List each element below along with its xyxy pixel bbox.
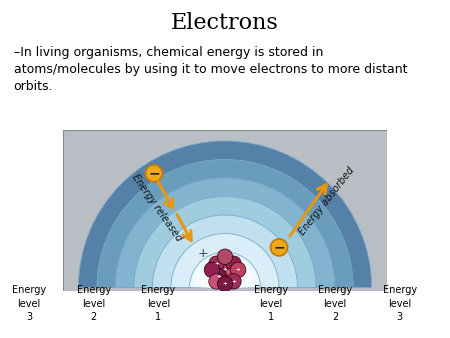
Text: Energy: Energy (141, 285, 176, 295)
Circle shape (224, 268, 239, 284)
Circle shape (217, 276, 233, 291)
Text: Energy: Energy (318, 285, 352, 295)
Text: +: + (198, 247, 209, 260)
Text: level: level (324, 299, 347, 309)
Text: 3: 3 (26, 312, 32, 322)
Text: level: level (388, 299, 411, 309)
Circle shape (209, 256, 224, 271)
Text: 2: 2 (90, 312, 97, 322)
Circle shape (209, 274, 224, 289)
Text: level: level (259, 299, 283, 309)
Text: +: + (223, 267, 227, 272)
Circle shape (211, 268, 226, 284)
Wedge shape (171, 234, 279, 288)
Wedge shape (115, 178, 335, 288)
Text: +: + (223, 281, 227, 286)
Text: +: + (214, 261, 219, 266)
Circle shape (226, 256, 241, 271)
Circle shape (204, 262, 220, 277)
Text: 1: 1 (268, 312, 274, 322)
Wedge shape (208, 271, 242, 288)
Wedge shape (78, 141, 372, 288)
Text: Energy absorbed: Energy absorbed (297, 165, 356, 237)
Text: level: level (18, 299, 41, 309)
Circle shape (145, 165, 162, 182)
Wedge shape (134, 196, 316, 288)
Wedge shape (153, 215, 297, 288)
Circle shape (217, 249, 233, 264)
Text: +: + (216, 273, 221, 279)
Text: Energy: Energy (12, 285, 46, 295)
Text: level: level (147, 299, 170, 309)
Circle shape (217, 262, 233, 277)
Wedge shape (205, 267, 245, 288)
Text: 2: 2 (332, 312, 338, 322)
Circle shape (230, 262, 246, 277)
Text: 1: 1 (155, 312, 162, 322)
Text: Electrons: Electrons (171, 12, 279, 34)
Text: level: level (82, 299, 105, 309)
Text: +: + (231, 279, 236, 284)
Text: −: − (148, 166, 160, 180)
Circle shape (270, 239, 288, 256)
Wedge shape (194, 257, 256, 288)
Text: Energy: Energy (76, 285, 111, 295)
Text: Energy: Energy (254, 285, 288, 295)
Text: 3: 3 (396, 312, 403, 322)
Text: −: − (273, 240, 285, 255)
Circle shape (226, 274, 241, 289)
Text: –In living organisms, chemical energy is stored in
atoms/molecules by using it t: –In living organisms, chemical energy is… (14, 46, 407, 93)
Text: Energy released: Energy released (130, 172, 184, 243)
Wedge shape (202, 264, 248, 288)
Text: Energy: Energy (382, 285, 417, 295)
Wedge shape (97, 160, 353, 288)
Wedge shape (189, 252, 261, 288)
Text: +: + (236, 267, 240, 272)
